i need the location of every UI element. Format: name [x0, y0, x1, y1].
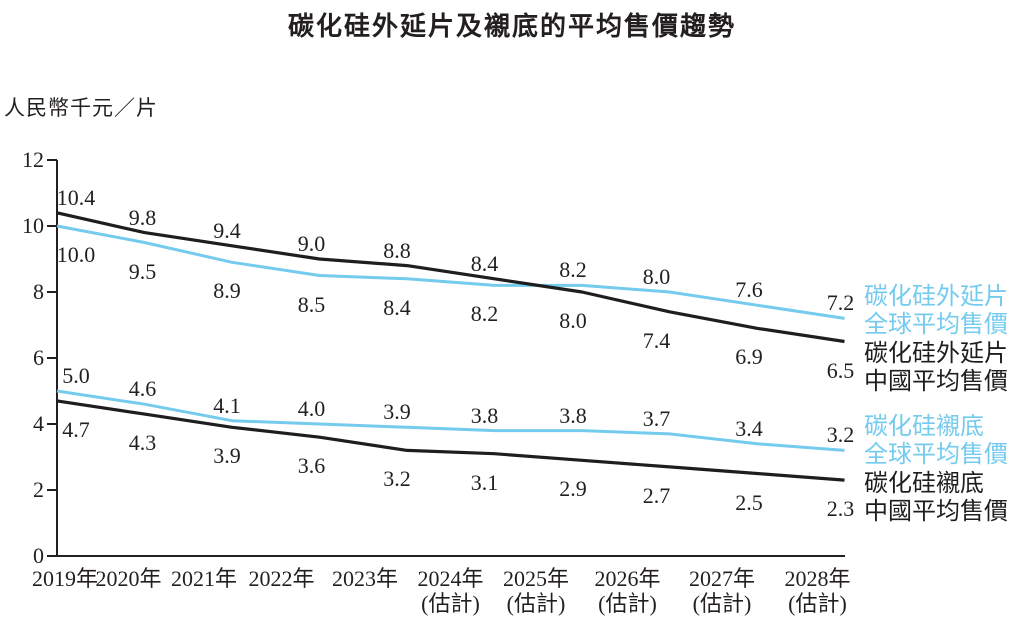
- data-value-label: 8.2: [559, 257, 587, 283]
- data-value-label: 9.4: [213, 217, 241, 243]
- x-axis-estimate-note: (估計): [692, 591, 752, 616]
- x-axis-estimate-note: (估計): [506, 591, 566, 616]
- y-axis-tick-label: 2: [33, 477, 44, 502]
- x-axis-label: 2021年: [171, 566, 237, 591]
- x-axis-year: 2022年: [248, 566, 315, 591]
- data-value-label: 3.9: [213, 443, 241, 469]
- x-axis-label: 2025年 (估計): [503, 566, 569, 616]
- data-value-label: 10.0: [56, 242, 96, 267]
- legend-entry-line: 中國平均售價: [864, 369, 1008, 395]
- legend-entry-line: 碳化硅外延片: [864, 341, 1008, 367]
- data-value-label: 8.4: [383, 294, 411, 320]
- data-value-label: 7.6: [735, 277, 763, 303]
- x-axis-year: 2026年: [594, 566, 661, 591]
- data-value-label: 4.7: [62, 416, 90, 442]
- data-value-label: 8.0: [559, 308, 587, 333]
- x-axis-year: 2024年: [417, 566, 484, 591]
- data-value-label: 2.7: [642, 482, 671, 508]
- legend-entry-line: 全球平均售價: [864, 312, 1008, 338]
- data-value-label: 2.5: [735, 489, 763, 515]
- data-value-label: 3.1: [470, 469, 499, 495]
- y-axis-tick-label: 0: [33, 543, 44, 568]
- data-value-label: 4.3: [128, 430, 157, 456]
- data-value-label: 4.1: [213, 392, 241, 418]
- data-value-label: 3.2: [826, 422, 855, 448]
- data-value-label: 6.5: [826, 357, 855, 383]
- x-axis-label: 2024年 (估計): [417, 566, 483, 616]
- x-axis-year: 2023年: [331, 566, 399, 591]
- data-value-label: 8.2: [470, 301, 499, 327]
- data-value-label: 8.4: [470, 250, 499, 276]
- x-axis-estimate-note: (估計): [421, 591, 480, 616]
- x-axis-year: 2028年: [784, 566, 851, 591]
- data-value-label: 10.4: [56, 184, 96, 210]
- y-axis-tick-label: 4: [33, 411, 44, 436]
- data-value-label: 9.8: [128, 204, 157, 230]
- x-axis-year: 2021年: [170, 566, 238, 591]
- series-line-epi-global: [56, 224, 845, 320]
- data-value-label: 7.4: [642, 327, 671, 353]
- data-value-label: 3.4: [735, 415, 763, 441]
- data-value-label: 8.8: [383, 237, 411, 263]
- x-axis-label: 2028年 (估計): [784, 566, 850, 616]
- legend-entry-sub-china: 碳化硅襯底 中國平均售價: [864, 470, 1008, 526]
- x-axis-estimate-note: (估計): [598, 591, 657, 616]
- x-axis-label: 2020年: [95, 566, 161, 591]
- data-value-label: 8.9: [213, 278, 241, 304]
- chart-title: 碳化硅外延片及襯底的平均售價趨勢: [287, 12, 736, 41]
- data-value-label: 8.0: [642, 264, 671, 289]
- data-value-label: 9.0: [297, 231, 326, 256]
- data-value-label: 2.9: [559, 476, 587, 502]
- data-value-label: 5.0: [62, 363, 90, 388]
- y-axis-tick-label: 6: [33, 345, 44, 370]
- y-axis-unit-label: 人民幣千元／片: [4, 96, 158, 120]
- legend-entry-line: 全球平均售價: [864, 442, 1008, 468]
- legend-entry-epi-china: 碳化硅外延片 中國平均售價: [864, 340, 1008, 396]
- series-line-sub-global: [56, 389, 845, 452]
- y-axis-tick-label: 10: [22, 213, 44, 238]
- legend-entry-epi-global: 碳化硅外延片 全球平均售價: [864, 283, 1008, 339]
- data-value-label: 9.5: [128, 258, 157, 284]
- data-value-label: 6.9: [735, 344, 763, 370]
- x-axis-label: 2023年: [332, 566, 398, 591]
- y-axis-tick-label: 12: [22, 147, 44, 172]
- legend-entry-line: 碳化硅襯底: [864, 414, 984, 440]
- data-value-label: 2.3: [826, 496, 855, 522]
- x-axis-year: 2027年: [688, 566, 756, 591]
- x-axis-estimate-note: (估計): [788, 591, 847, 616]
- series-line-sub-china: [56, 399, 845, 482]
- y-axis-tick-label: 8: [33, 279, 44, 304]
- data-value-label: 3.2: [383, 466, 411, 492]
- x-axis-label: 2027年 (估計): [689, 566, 755, 616]
- data-value-label: 3.8: [470, 402, 499, 428]
- data-value-label: 8.5: [297, 291, 326, 317]
- x-axis-year: 2025年: [502, 566, 570, 591]
- legend-entry-line: 中國平均售價: [864, 499, 1008, 525]
- legend-entry-line: 碳化硅外延片: [864, 284, 1008, 310]
- x-axis-label: 2022年: [248, 566, 314, 591]
- series-line-epi-china: [56, 211, 845, 344]
- x-axis-label: 2019年: [32, 566, 98, 591]
- data-value-label: 7.2: [826, 290, 855, 316]
- data-value-label: 3.7: [642, 405, 671, 431]
- x-axis-year: 2019年: [31, 566, 99, 591]
- data-value-label: 3.8: [559, 402, 587, 428]
- data-value-label: 3.9: [383, 399, 411, 425]
- data-value-label: 4.6: [128, 376, 157, 402]
- data-value-label: 3.6: [297, 453, 326, 479]
- data-value-label: 4.0: [297, 396, 326, 421]
- legend-entry-line: 碳化硅襯底: [864, 471, 984, 497]
- legend-entry-sub-global: 碳化硅襯底 全球平均售價: [864, 413, 1008, 469]
- x-axis-year: 2020年: [95, 566, 162, 591]
- x-axis-label: 2026年 (估計): [594, 566, 660, 616]
